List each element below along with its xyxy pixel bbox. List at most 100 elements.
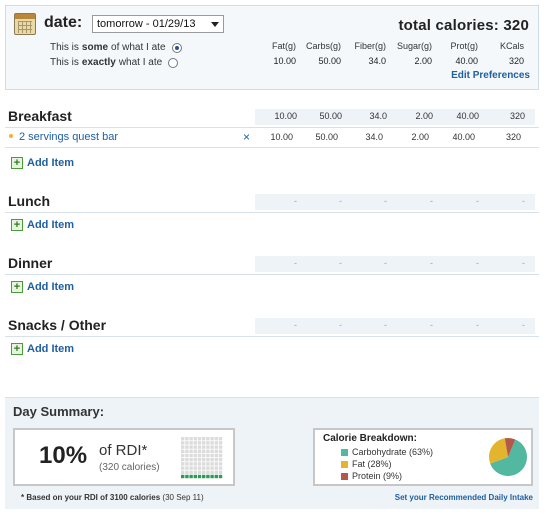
date-select[interactable]: tomorrow - 01/29/13 [92, 15, 224, 33]
rdi-grid-cell [185, 470, 189, 474]
rdi-grid-cell [218, 458, 223, 462]
rdi-grid-cell [189, 462, 193, 466]
rdi-grid-cell [181, 449, 185, 453]
rdi-grid-cell [193, 437, 197, 441]
legend-swatch [341, 448, 348, 456]
rdi-grid-cell [197, 462, 202, 466]
meal-title: Breakfast [8, 108, 72, 124]
meal-total-cell: - [430, 196, 433, 206]
meal-total-cell: - [430, 320, 433, 330]
rdi-grid-cell [181, 462, 185, 466]
add-item-button[interactable]: + Add Item [11, 157, 74, 169]
meal-totals-band [255, 194, 535, 210]
meal-total-cell: 34.0 [369, 111, 387, 121]
calorie-breakdown-box: Calorie Breakdown: Carbohydrate (63%) Fat… [313, 428, 533, 486]
rdi-grid-cell [185, 437, 189, 441]
rdi-grid-cell [206, 441, 210, 445]
rdi-grid-cell [197, 445, 202, 449]
footnote-date: (30 Sep 11) [162, 493, 204, 502]
add-item-label: Add Item [27, 343, 75, 355]
add-item-label: Add Item [27, 281, 75, 293]
breakdown-legend-item: Fat (28%) [341, 459, 392, 469]
summary-title: Day Summary: [13, 404, 105, 419]
rdi-progress-grid [181, 437, 223, 479]
option-exact-text-pre: This is [50, 57, 79, 68]
meal-total-cell: - [294, 196, 297, 206]
rdi-grid-cell [210, 474, 214, 479]
rdi-grid-cell [181, 453, 185, 458]
option-exact-row: This is exactly what I ate [50, 57, 179, 68]
add-item-button[interactable]: + Add Item [11, 219, 74, 231]
legend-label: Carbohydrate (63%) [352, 447, 434, 457]
rdi-grid-cell [214, 458, 218, 462]
rdi-grid-cell [181, 458, 185, 462]
pie-slice [490, 439, 527, 476]
rdi-grid-cell [210, 441, 214, 445]
add-item-label: Add Item [27, 157, 75, 169]
rdi-grid-cell [206, 445, 210, 449]
rdi-grid-cell [214, 441, 218, 445]
option-some-radio[interactable] [171, 42, 182, 53]
food-row-divider [5, 147, 539, 148]
rdi-grid-cell [189, 470, 193, 474]
edit-preferences-link[interactable]: Edit Preferences [451, 70, 530, 81]
rdi-grid-cell [197, 474, 202, 479]
rdi-grid-cell [210, 466, 214, 470]
food-entry-row[interactable]: 2 servings quest bar × 10.00 50.00 34.0 2.00 4… [5, 128, 539, 147]
rdi-grid-cell [210, 449, 214, 453]
rdi-grid-cell [185, 458, 189, 462]
bullet-icon [9, 134, 13, 138]
meal-total-cell: - [339, 258, 342, 268]
add-item-button[interactable]: + Add Item [11, 343, 74, 355]
plus-icon: + [11, 343, 23, 355]
rdi-grid-cell [193, 445, 197, 449]
rdi-grid-cell [218, 470, 223, 474]
nutrient-column-total: 40.00 [455, 56, 478, 66]
food-entry-name[interactable]: 2 servings quest bar [19, 131, 119, 143]
option-exact-text-bold: exactly [81, 57, 116, 68]
meal-total-cell: - [384, 258, 387, 268]
meal-total-cell: - [384, 320, 387, 330]
rdi-grid-cell [185, 441, 189, 445]
meal-total-cell: - [294, 258, 297, 268]
meal-totals-band [255, 109, 535, 125]
add-item-button[interactable]: + Add Item [11, 281, 74, 293]
add-item-label: Add Item [27, 219, 75, 231]
rdi-grid-cell [218, 437, 223, 441]
rdi-grid-cell [202, 462, 206, 466]
meal-total-cell: 40.00 [456, 111, 479, 121]
calendar-icon[interactable] [14, 13, 36, 35]
rdi-grid-cell [210, 458, 214, 462]
rdi-grid-cell [189, 445, 193, 449]
legend-swatch [341, 472, 348, 480]
date-select-value: tomorrow - 01/29/13 [97, 18, 196, 30]
rdi-grid-cell [202, 466, 206, 470]
rdi-grid-cell [218, 441, 223, 445]
nutrient-column-total: 320 [508, 56, 524, 66]
rdi-footnote: * Based on your RDI of 3100 calories (30… [21, 493, 204, 502]
rdi-grid-cell [197, 437, 202, 441]
meal-total-cell: - [339, 196, 342, 206]
rdi-grid-cell [214, 462, 218, 466]
day-header: date: tomorrow - 01/29/13 total calories… [5, 5, 539, 90]
food-entry-cell: 50.00 [315, 132, 338, 142]
rdi-grid-cell [214, 437, 218, 441]
rdi-grid-cell [218, 474, 223, 479]
rdi-grid-cell [206, 449, 210, 453]
rdi-grid-cell [206, 466, 210, 470]
rdi-grid-cell [210, 445, 214, 449]
option-exact-radio[interactable] [168, 57, 179, 68]
rdi-grid-cell [206, 470, 210, 474]
rdi-grid-cell [189, 441, 193, 445]
rdi-grid-cell [189, 466, 193, 470]
rdi-grid-cell [206, 437, 210, 441]
rdi-grid-cell [193, 441, 197, 445]
rdi-grid-cell [181, 441, 185, 445]
pie-slice [504, 438, 516, 457]
set-rdi-link[interactable]: Set your Recommended Daily Intake [394, 493, 533, 502]
food-entry-cell: 40.00 [452, 132, 475, 142]
nutrient-column-total: 10.00 [273, 56, 296, 66]
remove-entry-icon[interactable]: × [243, 130, 251, 144]
option-some-text-post: of what I ate [111, 42, 166, 53]
meal-totals-band [255, 318, 535, 334]
